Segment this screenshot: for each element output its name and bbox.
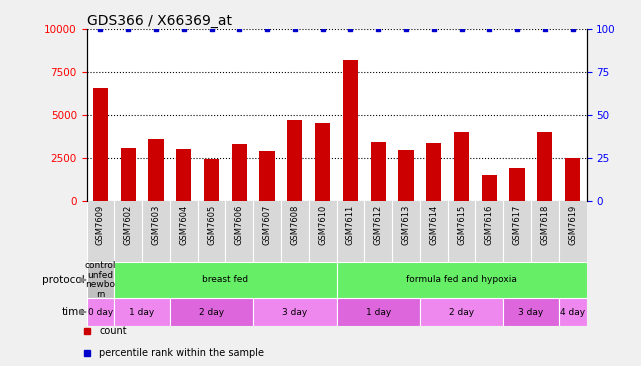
Bar	[121, 148, 136, 201]
Text: GSM7609: GSM7609	[96, 204, 105, 244]
Bar	[204, 159, 219, 201]
Point	[317, 26, 328, 32]
Bar	[93, 88, 108, 201]
Bar	[337, 262, 587, 298]
Bar	[503, 298, 559, 326]
Text: count: count	[99, 326, 127, 336]
Text: GDS366 / X66369_at: GDS366 / X66369_at	[87, 14, 231, 28]
Bar	[176, 149, 192, 201]
Text: GSM7602: GSM7602	[124, 204, 133, 244]
Bar	[481, 175, 497, 201]
Text: 3 day: 3 day	[282, 307, 308, 317]
Text: control
unfed
newbo
rn: control unfed newbo rn	[85, 261, 116, 299]
Point	[262, 26, 272, 32]
Point	[290, 26, 300, 32]
Text: GSM7604: GSM7604	[179, 204, 188, 244]
Bar	[343, 60, 358, 201]
Bar	[287, 120, 303, 201]
Bar	[398, 150, 413, 201]
Bar	[510, 168, 525, 201]
Text: GSM7614: GSM7614	[429, 204, 438, 244]
Text: protocol: protocol	[42, 275, 85, 285]
Bar	[337, 298, 420, 326]
Text: time: time	[62, 307, 85, 317]
Text: GSM7606: GSM7606	[235, 204, 244, 245]
Bar	[231, 144, 247, 201]
Text: GSM7611: GSM7611	[346, 204, 355, 244]
Point	[151, 26, 161, 32]
Bar	[426, 143, 442, 201]
Text: formula fed and hypoxia: formula fed and hypoxia	[406, 276, 517, 284]
Text: GSM7607: GSM7607	[263, 204, 272, 245]
Point	[206, 26, 217, 32]
Bar	[537, 132, 553, 201]
Text: GSM7616: GSM7616	[485, 204, 494, 245]
Text: GSM7617: GSM7617	[513, 204, 522, 245]
Bar	[370, 142, 386, 201]
Point	[484, 26, 494, 32]
Text: GSM7619: GSM7619	[568, 204, 577, 244]
Point	[540, 26, 550, 32]
Text: 2 day: 2 day	[449, 307, 474, 317]
Text: 3 day: 3 day	[519, 307, 544, 317]
Text: GSM7615: GSM7615	[457, 204, 466, 244]
Text: 1 day: 1 day	[365, 307, 391, 317]
Text: GSM7613: GSM7613	[401, 204, 410, 245]
Text: breast fed: breast fed	[203, 276, 249, 284]
Point	[234, 26, 244, 32]
Text: GSM7605: GSM7605	[207, 204, 216, 244]
Text: 2 day: 2 day	[199, 307, 224, 317]
Text: GSM7610: GSM7610	[318, 204, 327, 244]
Bar	[87, 298, 114, 326]
Bar	[454, 132, 469, 201]
Point	[567, 26, 578, 32]
Point	[401, 26, 411, 32]
Point	[96, 26, 106, 32]
Bar	[253, 298, 337, 326]
Bar	[315, 123, 330, 201]
Point	[512, 26, 522, 32]
Bar	[420, 298, 503, 326]
Point	[179, 26, 189, 32]
Bar	[114, 298, 170, 326]
Point	[429, 26, 439, 32]
Point	[456, 26, 467, 32]
Bar	[559, 298, 587, 326]
Bar	[565, 158, 580, 201]
Text: GSM7603: GSM7603	[151, 204, 160, 245]
Text: 4 day: 4 day	[560, 307, 585, 317]
Bar	[260, 152, 275, 201]
Text: 1 day: 1 day	[129, 307, 154, 317]
Text: GSM7608: GSM7608	[290, 204, 299, 245]
Bar	[170, 298, 253, 326]
Bar	[114, 262, 337, 298]
Text: 0 day: 0 day	[88, 307, 113, 317]
Bar	[87, 262, 114, 298]
Point	[373, 26, 383, 32]
Text: percentile rank within the sample: percentile rank within the sample	[99, 348, 264, 358]
Text: GSM7618: GSM7618	[540, 204, 549, 245]
Bar	[148, 139, 163, 201]
Point	[123, 26, 133, 32]
Point	[345, 26, 356, 32]
Text: GSM7612: GSM7612	[374, 204, 383, 244]
